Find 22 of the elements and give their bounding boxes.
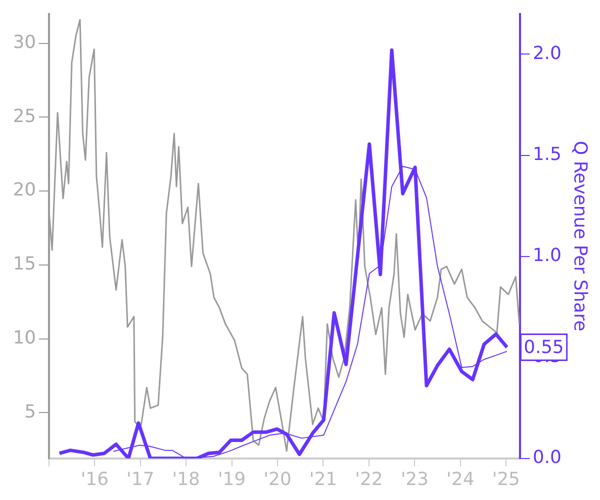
x-tick-label: '17 <box>126 468 154 490</box>
y-tick-label: 25 <box>13 106 36 127</box>
y2-tick-label: 2.0 <box>532 42 562 64</box>
y2-tick-label: 1.0 <box>532 244 562 266</box>
y-tick-label: 5 <box>24 401 36 422</box>
x-tick-label: '21 <box>309 468 338 490</box>
x-tick-label: '16 <box>80 468 109 490</box>
x-tick-label: '20 <box>264 468 292 490</box>
y-tick-label: 20 <box>13 180 36 201</box>
y2-axis-title: Q Revenue Per Share <box>570 140 591 332</box>
y-tick-label: 30 <box>13 32 36 54</box>
y2-tick-label: 1.5 <box>532 144 562 165</box>
data-label: 0.55 <box>524 336 564 358</box>
x-tick-label: '22 <box>354 468 383 490</box>
x-tick-label: '24 <box>446 468 474 490</box>
y-tick-label: 15 <box>13 254 36 275</box>
x-tick-label: '25 <box>492 468 520 490</box>
x-tick-label: '18 <box>172 468 200 490</box>
x-tick-label: '19 <box>218 468 246 490</box>
x-tick-label: '23 <box>400 468 429 490</box>
y-tick-label: 10 <box>13 327 36 348</box>
y2-tick-label: 0.0 <box>532 447 562 468</box>
